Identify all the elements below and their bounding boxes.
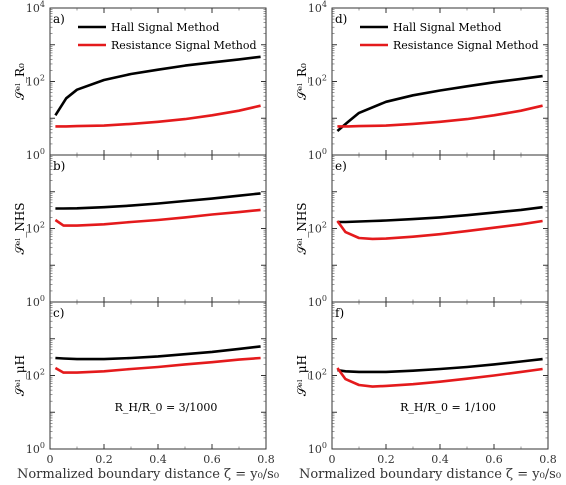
y-tick-label: 100 (308, 294, 327, 309)
hall-signal-line (55, 345, 261, 361)
x-axis-label-right: Normalized boundary distance ζ = y₀/s₀ (299, 467, 561, 482)
x-axis-label-left: Normalized boundary distance ζ = y₀/s₀ (17, 467, 279, 482)
y-tick-label: 104 (308, 0, 327, 15)
plot-frame-f (331, 301, 549, 450)
resistance-signal-line (336, 367, 543, 388)
x-tick-label: 0.8 (539, 453, 557, 466)
x-tick-label: 0.2 (95, 453, 113, 466)
y-tick-label: 102 (26, 74, 45, 89)
x-tick-label: 0.8 (257, 453, 275, 466)
hall-signal-line (337, 357, 543, 374)
y-axis-label: 𝒮ᵉˡ_R₀ (13, 63, 27, 100)
x-tick-label: 0.4 (149, 453, 167, 466)
legend-label-hall: Hall Signal Method (393, 21, 501, 34)
plot-frame-b (49, 154, 267, 303)
y-axis-label: 𝒮ᵉˡ_μH (13, 355, 27, 396)
panel-label: d) (335, 12, 347, 26)
hall-signal-line (55, 192, 261, 210)
y-tick-label: 100 (26, 441, 45, 456)
panel-label: f) (335, 306, 344, 320)
ratio-annotation: R_H/R_0 = 1/100 (400, 401, 496, 414)
x-tick-label: 0 (47, 453, 54, 466)
y-tick-label: 102 (26, 221, 45, 236)
plot-frame-c (49, 301, 267, 450)
y-axis-label: 𝒮ᵉˡ_NHS (13, 202, 27, 254)
resistance-signal-line (54, 208, 261, 227)
x-tick-label: 0.4 (431, 453, 449, 466)
resistance-signal-line (55, 104, 261, 128)
panel-label: b) (53, 159, 65, 173)
y-tick-label: 100 (308, 147, 327, 162)
y-axis-label: 𝒮ᵉˡ_NHS (295, 202, 309, 254)
resistance-signal-line (54, 356, 261, 374)
panel-label: c) (53, 306, 64, 320)
y-axis-label: 𝒮ᵉˡ_μH (295, 355, 309, 396)
resistance-signal-line (337, 104, 543, 128)
y-tick-label: 100 (308, 441, 327, 456)
hall-signal-line (336, 74, 543, 132)
hall-signal-line (337, 205, 543, 224)
plot-frame-e (331, 154, 549, 303)
x-tick-label: 0.6 (203, 453, 221, 466)
y-tick-label: 100 (26, 294, 45, 309)
ratio-annotation: R_H/R_0 = 3/1000 (115, 401, 218, 414)
y-tick-label: 102 (308, 221, 327, 236)
legend-label-resistance: Resistance Signal Method (111, 39, 257, 52)
y-tick-label: 102 (308, 368, 327, 383)
y-tick-label: 102 (26, 368, 45, 383)
legend-label-resistance: Resistance Signal Method (393, 39, 539, 52)
x-tick-label: 0.6 (485, 453, 503, 466)
hall-signal-line (54, 55, 261, 116)
panel-label: e) (335, 159, 347, 173)
y-tick-label: 104 (26, 0, 45, 15)
y-axis-label: 𝒮ᵉˡ_R₀ (295, 63, 309, 100)
x-tick-label: 0 (329, 453, 336, 466)
y-tick-label: 102 (308, 74, 327, 89)
y-tick-label: 100 (26, 147, 45, 162)
legend-label-hall: Hall Signal Method (111, 21, 219, 34)
resistance-signal-line (336, 219, 543, 241)
x-tick-label: 0.2 (377, 453, 395, 466)
panel-label: a) (53, 12, 65, 26)
